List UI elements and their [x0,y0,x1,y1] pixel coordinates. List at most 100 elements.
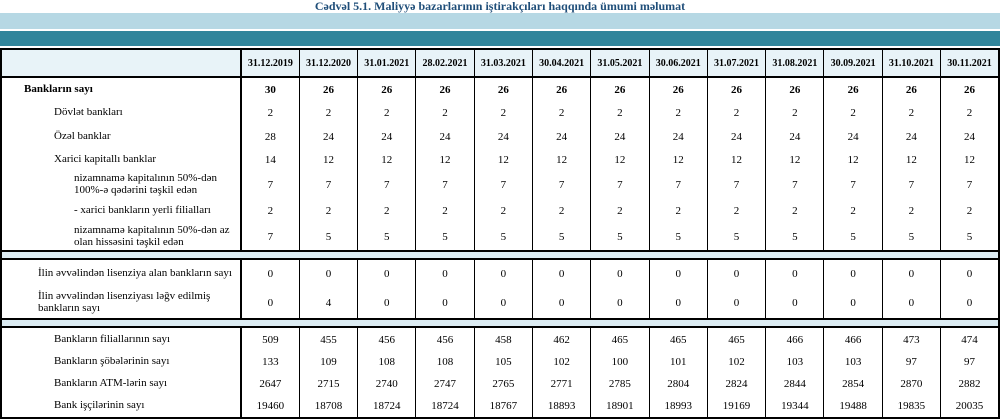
value-cell: 2 [940,101,1000,125]
value-cell: 0 [590,287,650,319]
table-row: - xarici bankların yerli filialları 2 2 2 2 2… [1,199,1000,223]
value-cell: 102 [706,351,767,373]
value-cell: 24 [298,125,359,149]
corner-cell [0,48,242,78]
page-title: Cədvəl 5.1. Maliyyə bazarlarının iştirak… [314,0,686,13]
value-cell: 12 [415,149,475,171]
value-cell: 2 [357,199,417,223]
table-row: İlin əvvəlindən lisenziyası ləğv edilmiş… [1,287,1000,319]
value-cell: 7 [706,171,767,199]
date-column-header: 30.04.2021 [531,48,592,78]
value-cell: 101 [648,351,708,373]
value-cell: 0 [940,259,1000,287]
table-row: nizamnamə kapitalının 50%-dən 100%-ə qəd… [1,171,1000,199]
value-cell: 5 [765,223,825,251]
value-cell: 0 [357,287,417,319]
value-cell: 7 [473,171,533,199]
value-cell: 0 [648,259,708,287]
date-column-header: 28.02.2021 [415,48,475,78]
row-label: Bank işçilərinin sayı [1,395,242,418]
value-cell: 100 [590,351,650,373]
value-cell: 19460 [240,395,300,418]
row-label: Dövlət bankları [1,101,242,125]
value-cell: 5 [648,223,708,251]
value-cell: 2715 [298,373,359,395]
value-cell: 2 [881,199,942,223]
value-cell: 18724 [415,395,475,418]
row-label: nizamnamə kapitalının 50%-dən az olan hi… [1,223,242,251]
value-cell: 2 [415,101,475,125]
value-cell: 2 [823,199,883,223]
value-cell: 2 [823,101,883,125]
date-column-header: 31.01.2021 [357,48,417,78]
value-cell: 26 [415,77,475,101]
date-column-header: 31.05.2021 [590,48,650,78]
value-cell: 24 [590,125,650,149]
value-cell: 0 [823,259,883,287]
section-separator-band [1,250,999,260]
value-cell: 0 [648,287,708,319]
value-cell: 465 [590,327,650,351]
value-cell: 109 [298,351,359,373]
table-row: Bankların ATM-lərin sayı 2647 2715 2740 2747… [1,373,1000,395]
value-cell: 2647 [240,373,300,395]
value-cell: 97 [940,351,1000,373]
decorative-band-teal [0,31,1000,46]
value-cell: 24 [823,125,883,149]
value-cell: 2 [765,101,825,125]
value-cell: 0 [415,259,475,287]
table-body: Bankların sayı 30 26 26 26 26 26 26 26 26 26 26 26 26… [1,77,1000,418]
value-cell: 24 [531,125,592,149]
value-cell: 102 [531,351,592,373]
value-cell: 0 [590,259,650,287]
value-cell: 2882 [940,373,1000,395]
value-cell: 2 [706,199,767,223]
value-cell: 12 [473,149,533,171]
value-cell: 0 [823,287,883,319]
table-row: Dövlət bankları 2 2 2 2 2 2 2 2 2 2 2 2 2 [1,101,1000,125]
value-cell: 28 [240,125,300,149]
value-cell: 2804 [648,373,708,395]
date-column-header: 31.08.2021 [765,48,825,78]
value-cell: 5 [590,223,650,251]
value-cell: 473 [881,327,942,351]
value-cell: 0 [415,287,475,319]
value-cell: 19344 [765,395,825,418]
date-column-header: 30.09.2021 [823,48,883,78]
value-cell: 133 [240,351,300,373]
row-label: Bankların filiallarının sayı [1,327,242,351]
value-cell: 108 [357,351,417,373]
value-cell: 2 [357,101,417,125]
value-cell: 5 [473,223,533,251]
date-column-header: 31.12.2019 [240,48,300,78]
value-cell: 19169 [706,395,767,418]
value-cell: 2747 [415,373,475,395]
row-label: Bankların şöbələrinin sayı [1,351,242,373]
value-cell: 2824 [706,373,767,395]
value-cell: 5 [357,223,417,251]
value-cell: 2 [531,199,592,223]
value-cell: 5 [940,223,1000,251]
value-cell: 2 [706,101,767,125]
row-label: - xarici bankların yerli filialları [1,199,242,223]
value-cell: 24 [473,125,533,149]
section-separator [1,318,999,328]
value-cell: 103 [823,351,883,373]
value-cell: 18767 [473,395,533,418]
section-separator [1,250,999,260]
value-cell: 7 [940,171,1000,199]
date-column-header: 30.06.2021 [648,48,708,78]
value-cell: 2 [473,101,533,125]
row-label: İlin əvvəlindən lisenziya alan bankların… [1,259,242,287]
value-cell: 0 [765,287,825,319]
value-cell: 24 [940,125,1000,149]
value-cell: 26 [473,77,533,101]
table-row: Bank işçilərinin sayı 19460 18708 18724 1872… [1,395,1000,418]
value-cell: 462 [531,327,592,351]
value-cell: 24 [415,125,475,149]
row-label: Bankların sayı [1,77,242,101]
value-cell: 7 [823,171,883,199]
value-cell: 0 [473,259,533,287]
row-label: Xarici kapitallı banklar [1,149,242,171]
